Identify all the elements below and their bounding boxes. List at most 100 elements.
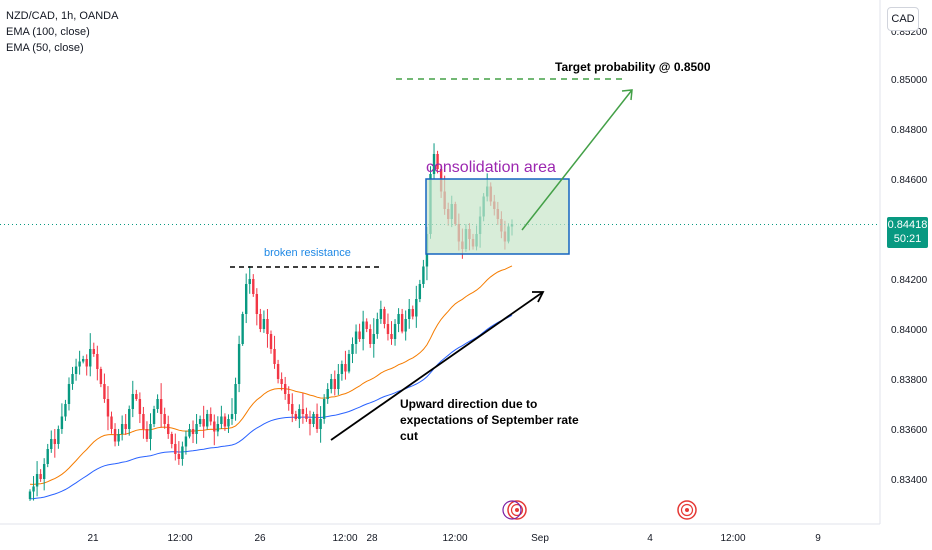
countdown-timer: 50:21 bbox=[893, 233, 922, 245]
candle-body bbox=[213, 421, 216, 432]
time-tick-label: 28 bbox=[366, 533, 378, 544]
time-tick-label: 26 bbox=[254, 533, 266, 544]
ema50-legend[interactable]: EMA (50, close) bbox=[6, 42, 84, 54]
candle-body bbox=[248, 279, 251, 284]
candle-body bbox=[99, 369, 103, 384]
candle-body bbox=[89, 349, 92, 367]
candle-body bbox=[347, 354, 351, 372]
candle-body bbox=[365, 321, 368, 329]
candle-body bbox=[379, 309, 383, 319]
symbol-title[interactable]: NZD/CAD, 1h, OANDA bbox=[6, 10, 119, 22]
candle-body bbox=[191, 429, 195, 434]
candle-body bbox=[287, 394, 290, 404]
price-tick-label: 0.83800 bbox=[891, 375, 928, 386]
candle-body bbox=[206, 414, 209, 427]
candle-body bbox=[50, 439, 53, 449]
candle-body bbox=[351, 344, 354, 354]
candle-body bbox=[188, 429, 191, 437]
current-price-value: 0.84418 bbox=[887, 219, 928, 231]
event-marker-icon bbox=[502, 500, 522, 520]
candle-body bbox=[411, 309, 414, 317]
candle-body bbox=[400, 314, 404, 332]
candle-body bbox=[223, 416, 227, 427]
candle-body bbox=[220, 416, 223, 424]
candle-body bbox=[319, 419, 322, 429]
price-tick-label: 0.84600 bbox=[891, 175, 928, 186]
ema100-line bbox=[29, 314, 513, 500]
candle-body bbox=[149, 424, 152, 439]
broken-resistance-label: broken resistance bbox=[264, 247, 351, 259]
candle-body bbox=[46, 449, 49, 464]
candle-body bbox=[358, 331, 361, 339]
candle-body bbox=[269, 334, 273, 349]
candle-body bbox=[96, 354, 99, 369]
candle-body bbox=[181, 446, 184, 459]
candle-body bbox=[85, 359, 88, 367]
candle-body bbox=[234, 384, 237, 414]
candle-body bbox=[163, 414, 166, 424]
candle-body bbox=[174, 444, 177, 454]
candle-body bbox=[322, 399, 326, 419]
candle-body bbox=[138, 399, 142, 414]
candle-body bbox=[283, 384, 287, 394]
event-marker-dot bbox=[515, 508, 519, 512]
candle-body bbox=[276, 364, 280, 379]
candle-body bbox=[81, 359, 85, 362]
candle-body bbox=[298, 409, 301, 419]
time-tick-label: 9 bbox=[815, 533, 821, 544]
candle-body bbox=[372, 334, 375, 344]
ema50-line bbox=[29, 265, 513, 485]
price-tick-label: 0.84000 bbox=[891, 325, 928, 336]
candle-body bbox=[383, 309, 386, 324]
price-tick-label: 0.85200 bbox=[891, 27, 928, 38]
ema100-path bbox=[29, 314, 513, 500]
event-marker-dot bbox=[685, 508, 689, 512]
candle-body bbox=[167, 424, 170, 434]
candle-body bbox=[280, 379, 283, 384]
target-arrow bbox=[521, 89, 633, 231]
time-tick-label: 21 bbox=[87, 533, 99, 544]
time-tick-label: 4 bbox=[647, 533, 653, 544]
candle-body bbox=[436, 154, 439, 169]
upward-label-1: Upward direction due to bbox=[400, 397, 537, 411]
candle-body bbox=[308, 419, 312, 424]
candle-body bbox=[120, 424, 124, 434]
consolidation-rect bbox=[425, 178, 570, 255]
candle-body bbox=[294, 414, 298, 419]
trend-arrow-head bbox=[532, 291, 545, 303]
price-tick-label: 0.83600 bbox=[891, 425, 928, 436]
candle-body bbox=[71, 374, 74, 384]
candle-body bbox=[195, 424, 198, 434]
candle-body bbox=[255, 294, 259, 314]
candle-body bbox=[259, 314, 262, 329]
time-tick-label: 12:00 bbox=[167, 533, 192, 544]
candle-body bbox=[117, 434, 120, 442]
candle-body bbox=[142, 414, 145, 429]
candle-body bbox=[415, 299, 418, 317]
candle-body bbox=[74, 366, 78, 374]
current-price-label: 0.84418 50:21 bbox=[887, 217, 928, 248]
time-tick-label: 12:00 bbox=[720, 533, 745, 544]
candle-body bbox=[237, 344, 241, 384]
time-axis[interactable]: 21 12:00 26 12:00 28 12:00 Sep 4 12:00 9 bbox=[87, 533, 821, 544]
candle-body bbox=[103, 384, 106, 399]
candle-body bbox=[78, 361, 81, 367]
candle-body bbox=[60, 416, 64, 429]
time-tick-label: Sep bbox=[531, 533, 549, 544]
candle-body bbox=[184, 436, 188, 447]
ema100-legend[interactable]: EMA (100, close) bbox=[6, 26, 90, 38]
candle-body bbox=[152, 409, 156, 424]
candle-body bbox=[227, 419, 230, 427]
candle-body bbox=[390, 334, 393, 339]
candle-body bbox=[273, 349, 276, 364]
consolidation-label: consolidation area bbox=[426, 159, 556, 176]
candle-body bbox=[266, 319, 269, 334]
candle-body bbox=[418, 284, 422, 299]
candle-body bbox=[361, 321, 365, 339]
candle-body bbox=[124, 424, 127, 429]
candle-body bbox=[393, 324, 397, 339]
price-axis[interactable]: 0.850000.848000.846000.844000.842000.840… bbox=[891, 27, 928, 486]
currency-button[interactable]: CAD bbox=[887, 7, 919, 31]
candle-body bbox=[422, 266, 425, 284]
